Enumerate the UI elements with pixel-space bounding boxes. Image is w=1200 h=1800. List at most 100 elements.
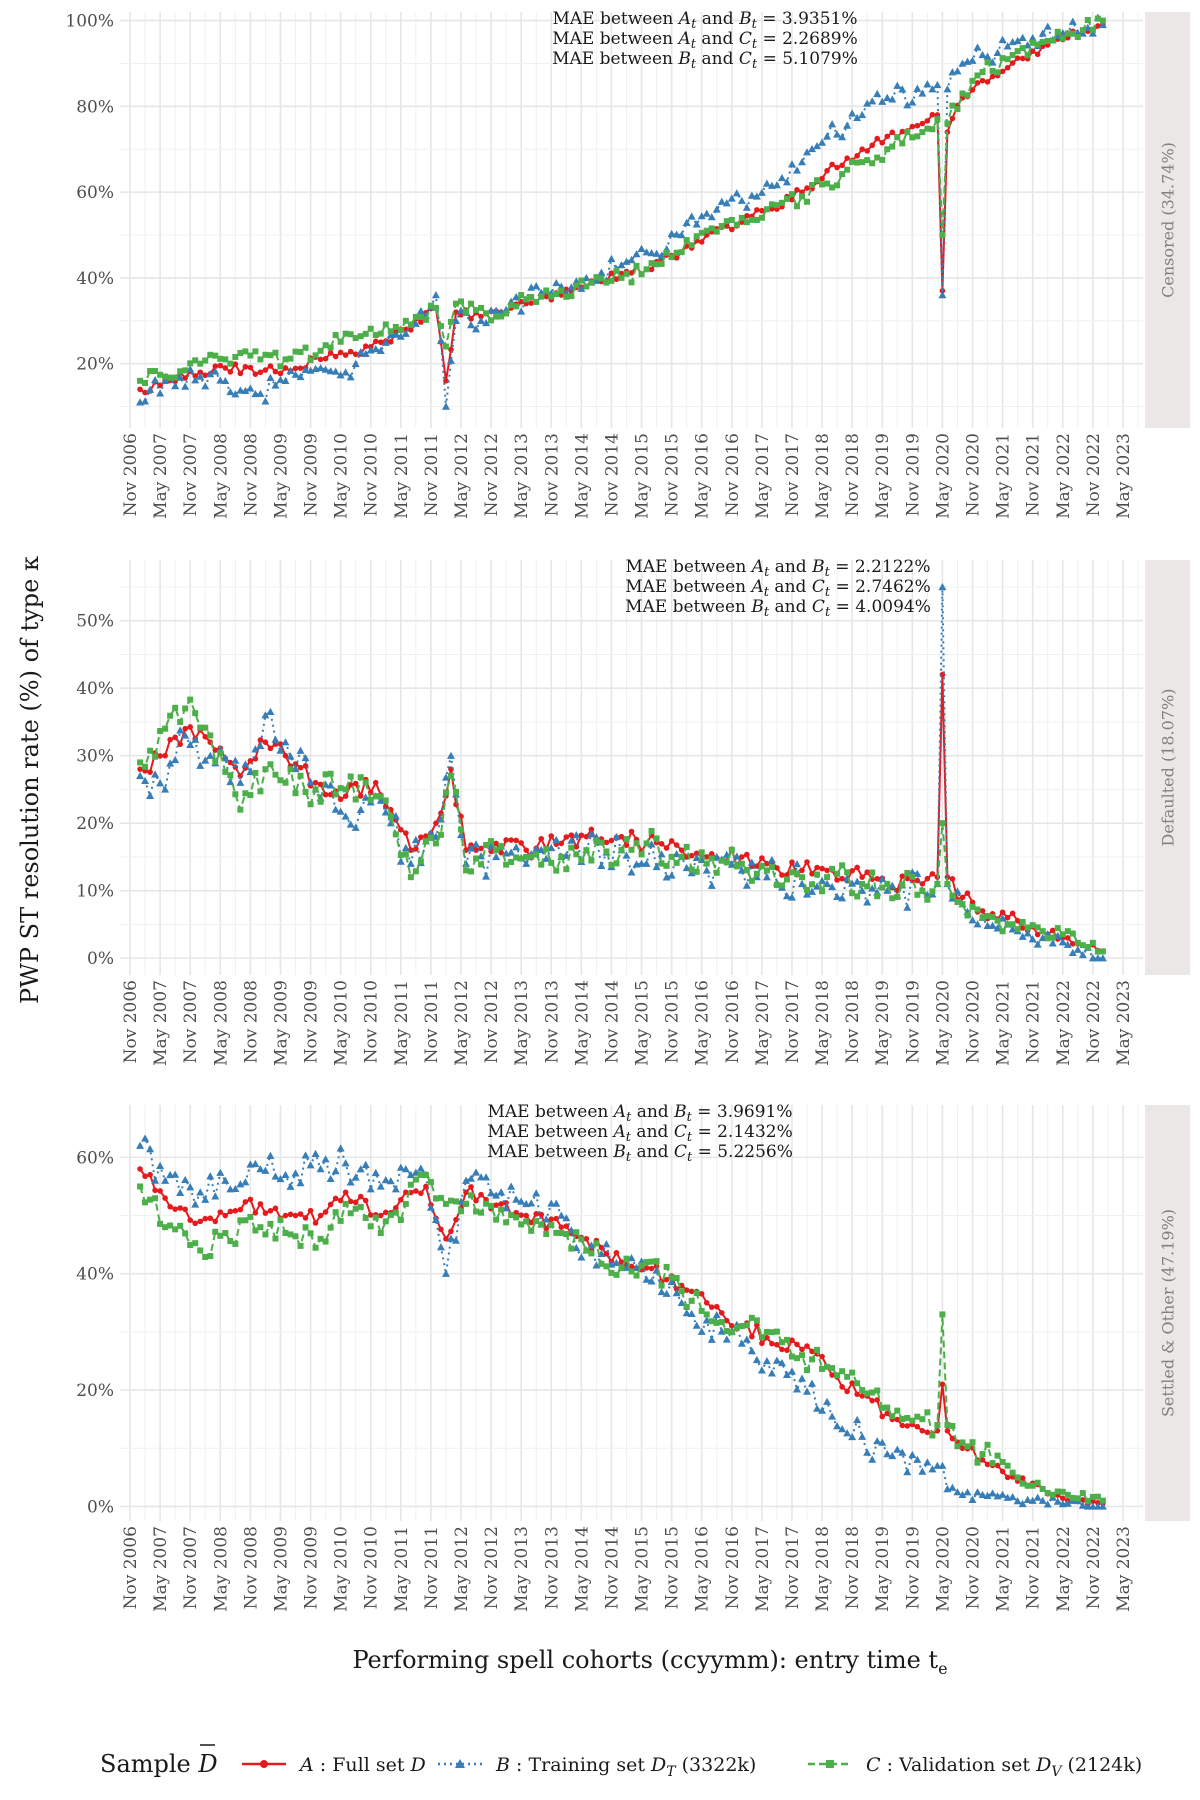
point-C — [503, 1219, 510, 1226]
point-B — [938, 582, 947, 591]
point-C — [282, 356, 289, 363]
point-B — [943, 85, 952, 93]
point-A — [914, 877, 921, 884]
point-B — [913, 1455, 922, 1463]
point-A — [688, 1288, 695, 1295]
point-B — [687, 1309, 696, 1318]
point-B — [833, 130, 842, 138]
point-C — [673, 1275, 680, 1282]
point-A — [824, 167, 830, 174]
point-C — [783, 1336, 790, 1343]
point-C — [989, 67, 996, 74]
point-C — [377, 793, 384, 800]
point-A — [849, 1380, 855, 1386]
series-B — [136, 1134, 1107, 1510]
point-B — [211, 1192, 220, 1200]
point-B — [176, 726, 185, 734]
point-A — [984, 79, 991, 85]
point-C — [1034, 924, 1041, 931]
point-C — [533, 851, 540, 858]
point-B — [953, 1488, 962, 1496]
point-C — [1029, 39, 1036, 46]
point-B — [446, 751, 455, 759]
point-B — [672, 1289, 681, 1297]
point-A — [1049, 927, 1056, 934]
panel-3: 0%20%40%60%Nov 2006 May 2007 Nov 2007 May 2… — [76, 1102, 1190, 1612]
point-A — [327, 791, 334, 798]
point-C — [1089, 939, 1096, 946]
point-C — [598, 275, 605, 282]
point-C — [944, 880, 951, 887]
point-B — [782, 891, 791, 900]
point-C — [638, 271, 645, 278]
point-B — [747, 1347, 756, 1355]
point-A — [322, 355, 329, 362]
point-C — [964, 92, 971, 99]
point-C — [914, 1413, 921, 1420]
point-C — [1039, 928, 1046, 935]
point-B — [747, 191, 756, 199]
point-C — [929, 888, 936, 895]
point-B — [988, 58, 997, 66]
point-C — [994, 1452, 1001, 1459]
point-B — [141, 397, 150, 405]
point-A — [628, 1263, 635, 1270]
point-A — [648, 1265, 655, 1272]
point-A — [924, 875, 931, 882]
point-C — [748, 216, 755, 223]
point-B — [401, 329, 410, 337]
point-C — [568, 1245, 575, 1252]
point-C — [718, 1319, 725, 1326]
point-A — [543, 293, 550, 300]
point-B — [151, 1176, 160, 1184]
point-C — [548, 293, 555, 300]
mae-annotation: MAE between At and Ct = 2.7462% — [625, 577, 931, 600]
point-C — [237, 349, 244, 356]
point-A — [558, 1224, 565, 1230]
x-tick-label: Nov 2014 — [602, 433, 622, 516]
point-B — [236, 1180, 245, 1188]
point-C — [573, 1229, 580, 1236]
x-tick-label: Nov 2011 — [422, 1526, 442, 1609]
point-C — [362, 330, 369, 337]
point-B — [221, 754, 230, 762]
point-C — [142, 1199, 149, 1206]
point-A — [142, 1173, 148, 1180]
point-B — [813, 882, 822, 890]
x-tick-label: May 2021 — [994, 433, 1014, 519]
point-B — [396, 1163, 405, 1171]
point-C — [668, 254, 675, 261]
point-B — [582, 273, 591, 282]
point-B — [246, 767, 255, 776]
point-B — [537, 845, 546, 854]
point-C — [267, 1220, 274, 1227]
point-A — [718, 1310, 725, 1316]
point-A — [799, 867, 805, 874]
point-B — [411, 319, 420, 327]
point-B — [692, 853, 701, 861]
x-axis-title-text: Performing spell cohorts (ccyymm): entry… — [352, 1646, 938, 1674]
point-C — [1004, 56, 1011, 63]
point-C — [899, 1415, 906, 1422]
point-A — [884, 133, 891, 140]
point-C — [377, 330, 384, 337]
point-C — [1014, 1474, 1021, 1481]
point-C — [603, 279, 610, 286]
point-B — [687, 868, 696, 877]
point-C — [558, 1230, 565, 1236]
x-tick-label: May 2011 — [392, 433, 412, 519]
point-B — [156, 389, 165, 397]
point-C — [989, 1460, 996, 1467]
point-B — [1093, 954, 1102, 962]
point-C — [402, 1200, 409, 1207]
point-B — [176, 1188, 185, 1196]
point-C — [152, 753, 159, 760]
point-C — [523, 1218, 530, 1225]
point-C — [954, 106, 961, 113]
point-B — [321, 365, 330, 373]
point-B — [863, 898, 872, 906]
point-C — [277, 1216, 284, 1223]
y-tick-label: 100% — [65, 12, 114, 32]
point-C — [643, 1259, 650, 1266]
point-B — [196, 761, 205, 769]
